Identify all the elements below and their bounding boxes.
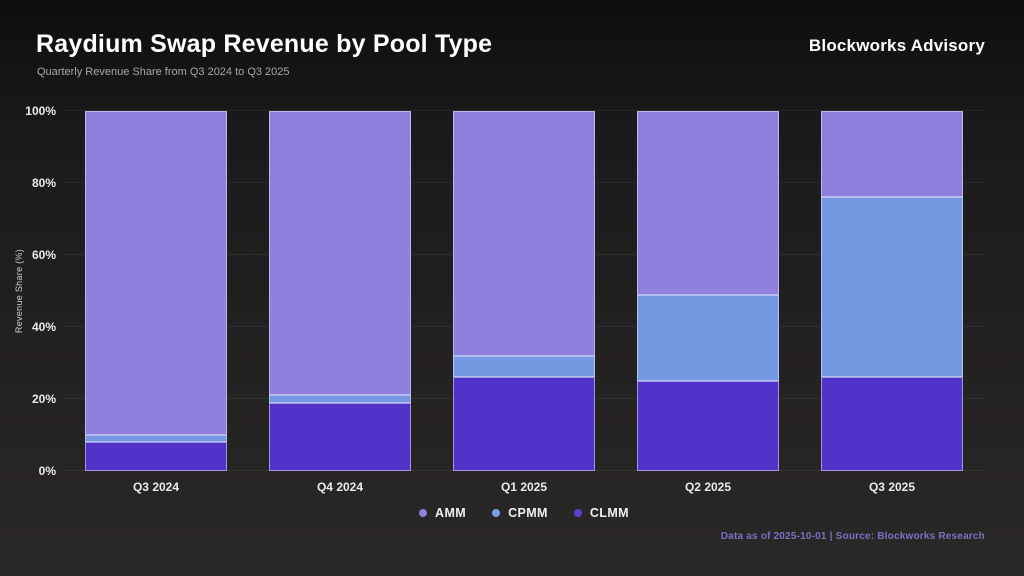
bar-segment-clmm [637,381,779,471]
gridline [64,110,984,111]
y-axis-tick-label: 80% [31,176,56,190]
bar-group: Q4 2024 [248,111,432,494]
stacked-bar [821,111,963,471]
bar-segment-amm [637,111,779,295]
bar-group: Q2 2025 [616,111,800,494]
legend-dot-icon [573,509,582,517]
plot-area: Q3 2024 Q4 2024 Q1 2025 Q2 2025 Q3 2025 [64,110,984,494]
bar-group: Q3 2025 [800,111,984,494]
bar-group: Q1 2025 [432,111,616,494]
legend: AMM CPMM CLMM [64,506,984,520]
y-axis-tick-label: 60% [31,248,56,262]
y-axis-tick-label: 40% [31,320,56,334]
legend-dot-icon [419,509,428,517]
bar-segment-clmm [453,377,595,471]
bar-series: Q3 2024 Q4 2024 Q1 2025 Q2 2025 Q3 2025 [64,111,984,494]
x-axis-tick-label: Q3 2025 [868,480,916,494]
legend-label: CPMM [508,506,548,520]
stacked-bar [453,111,595,471]
bar-segment-clmm [269,402,411,471]
stacked-bar [85,111,227,471]
bar-group: Q3 2024 [64,111,248,494]
legend-label: AMM [435,506,467,520]
x-axis-tick-label: Q2 2025 [684,480,732,494]
y-axis-tick-label: 100% [25,104,56,118]
page-title: Raydium Swap Revenue by Pool Type [36,30,493,58]
bar-segment-cpmm [821,197,963,378]
bar-segment-clmm [821,377,963,471]
y-axis-tick-label: 20% [31,392,56,406]
x-axis-tick-label: Q4 2024 [316,480,364,494]
bar-segment-amm [85,111,227,436]
legend-item-amm: AMM [419,506,466,520]
page-subtitle: Quarterly Revenue Share from Q3 2024 to … [37,66,290,78]
legend-item-cpmm: CPMM [492,506,548,520]
legend-item-clmm: CLMM [573,506,629,520]
bar-segment-amm [821,111,963,198]
x-axis-tick-label: Q3 2024 [132,480,180,494]
stacked-bar [269,111,411,471]
source-note: Data as of 2025-10-01 | Source: Blockwor… [720,531,985,542]
bar-segment-cpmm [637,294,779,381]
brand-logo: Blockworks Advisory [808,36,985,55]
bar-segment-cpmm [85,435,227,443]
y-axis-tick-label: 0% [38,464,56,478]
bar-segment-cpmm [269,395,411,403]
bar-segment-cpmm [453,355,595,378]
bar-segment-amm [453,111,595,356]
legend-label: CLMM [589,506,629,520]
legend-dot-icon [492,509,501,517]
bar-segment-clmm [85,442,227,471]
stacked-bar [637,111,779,471]
bar-segment-amm [269,111,411,396]
x-axis-tick-label: Q1 2025 [500,480,548,494]
